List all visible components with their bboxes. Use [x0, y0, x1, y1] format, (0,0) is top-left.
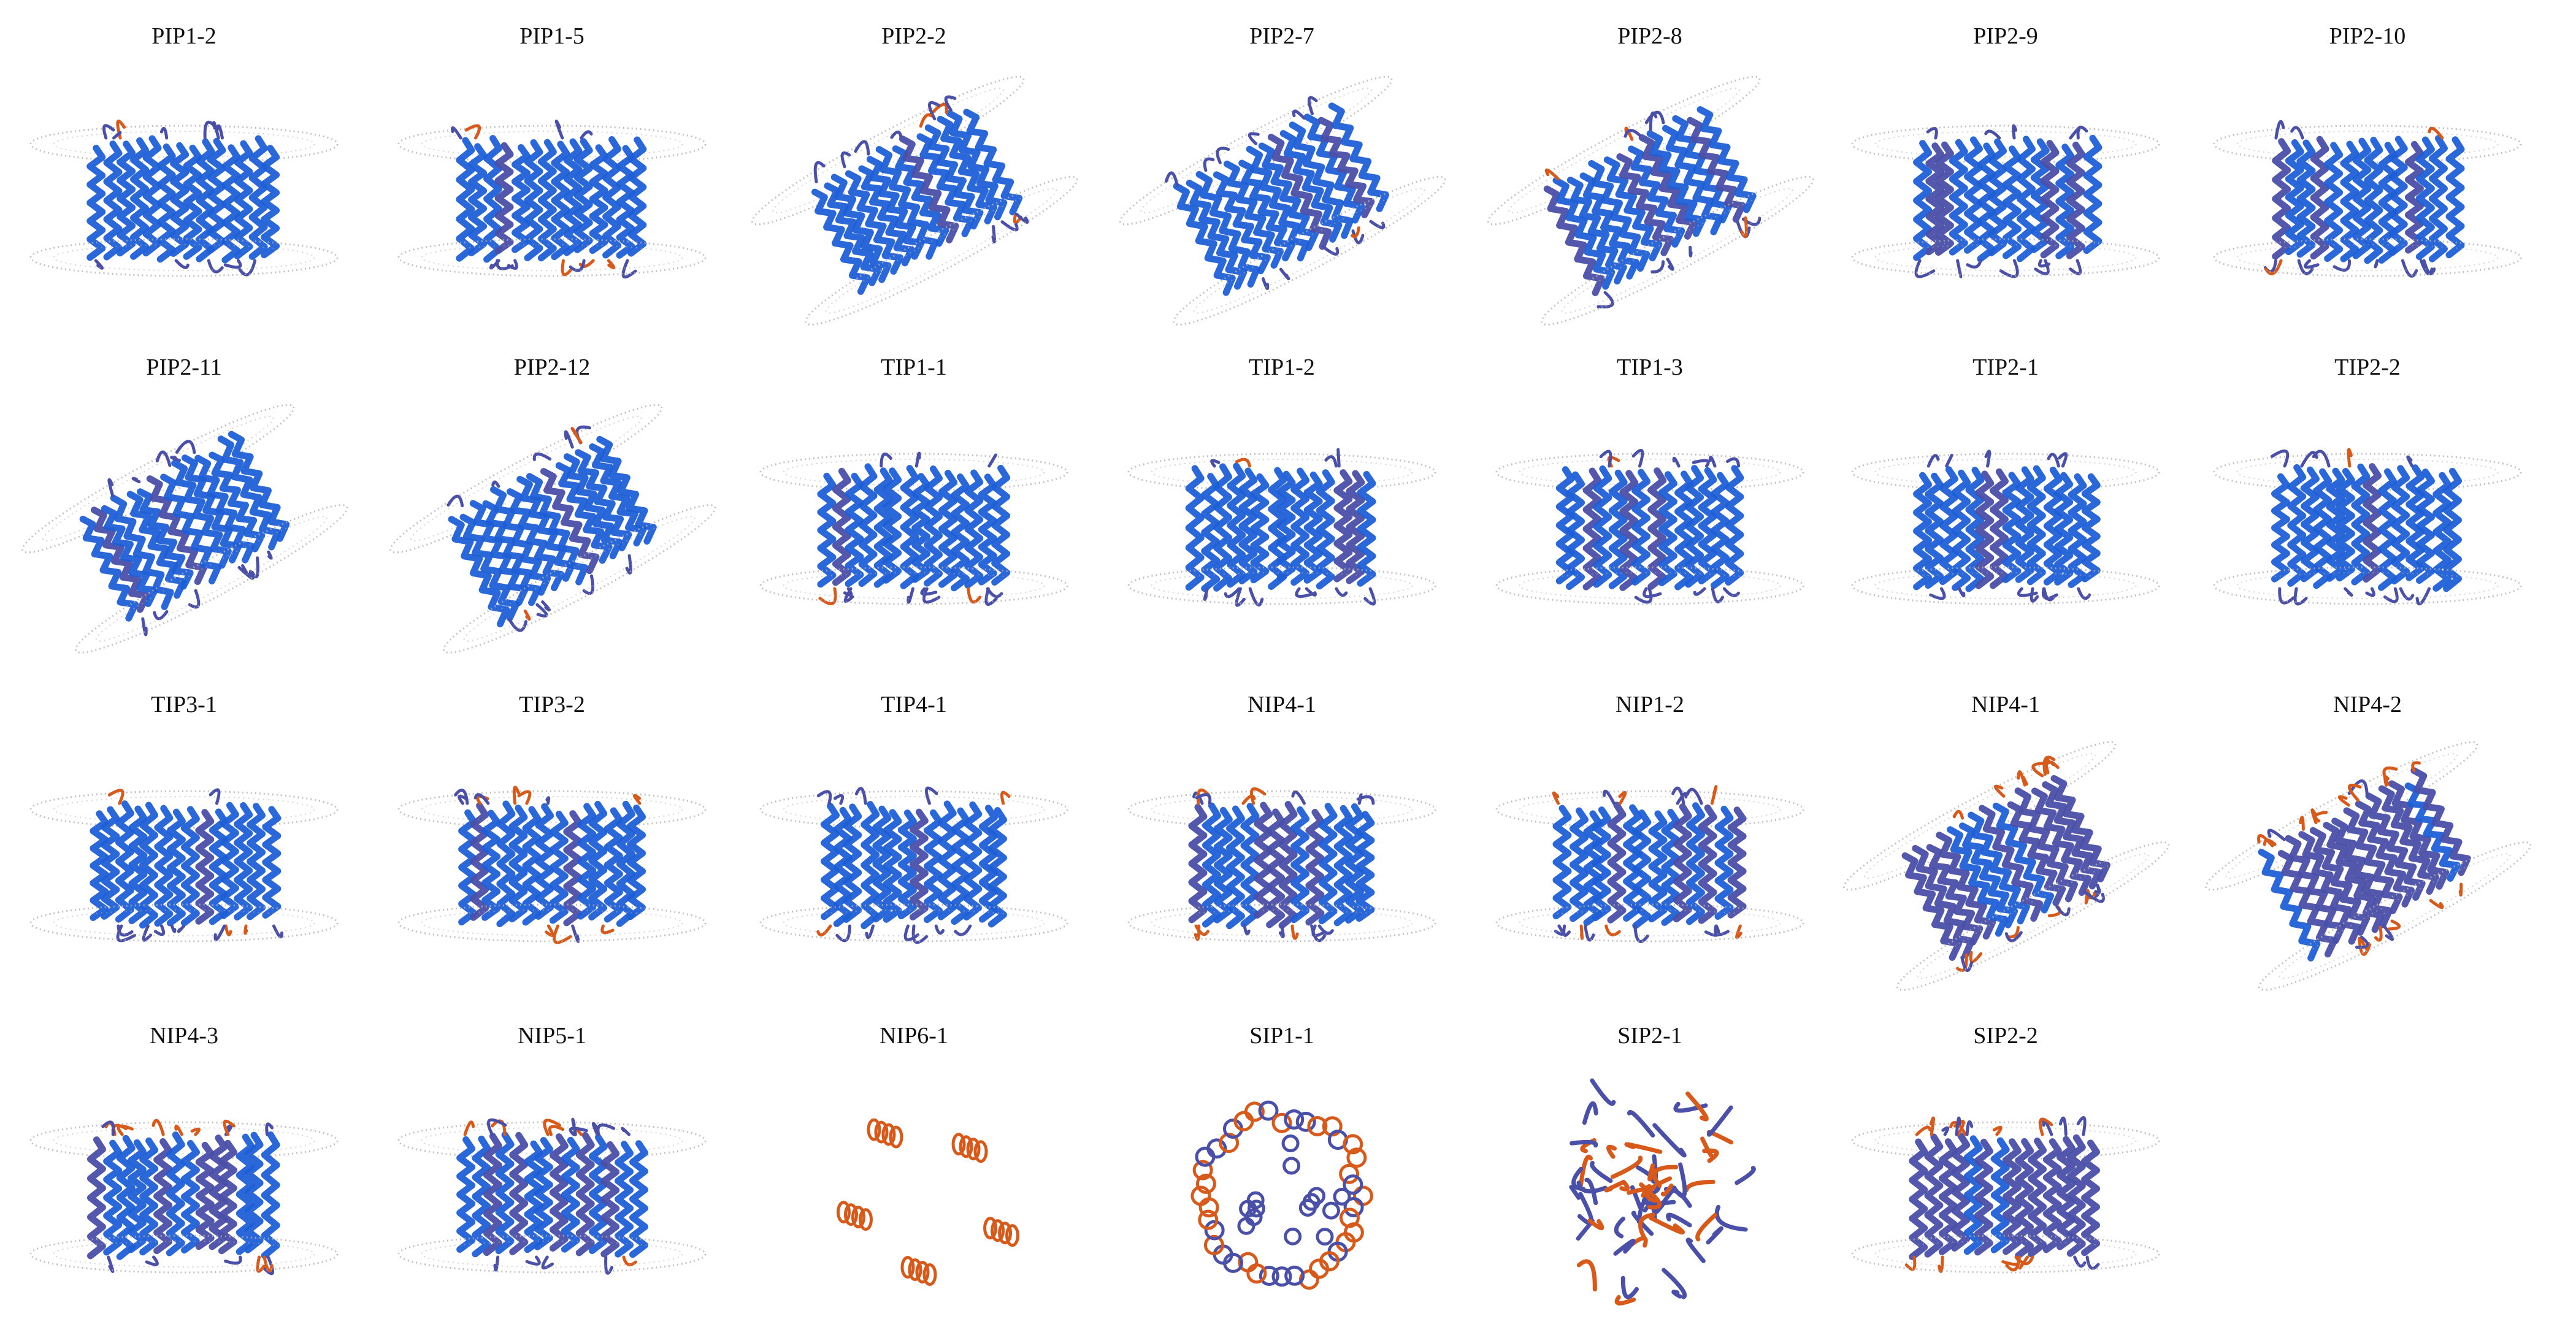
protein-structure-sip2-1-25	[1484, 1067, 1815, 1325]
protein-structure-pip2-11-7	[18, 399, 350, 656]
panel-label-pip2-12-8: PIP2-12	[513, 354, 591, 380]
protein-structure-tip2-1-12	[1840, 399, 2171, 656]
protein-structure-pip2-7-3	[1116, 71, 1447, 328]
protein-structure-nip4-1-17	[1116, 736, 1447, 993]
panel-label-tip1-3-11: TIP1-3	[1617, 354, 1683, 380]
panel-label-sip2-2-26: SIP2-2	[1973, 1023, 2038, 1049]
panel-label-sip2-1-25: SIP2-1	[1617, 1023, 1682, 1049]
panel-label-tip2-2-13: TIP2-2	[2334, 354, 2401, 380]
panel-label-nip1-2-18: NIP1-2	[1616, 692, 1684, 717]
panel-label-tip2-1-12: TIP2-1	[1972, 354, 2039, 380]
panel-label-tip3-2-15: TIP3-2	[519, 692, 585, 717]
panel-label-tip1-1-9: TIP1-1	[881, 354, 947, 380]
protein-structure-pip2-8-4	[1484, 71, 1815, 328]
panel-label-nip4-3-21: NIP4-3	[150, 1023, 218, 1049]
protein-structure-pip2-9-5	[1840, 71, 2171, 328]
panel-label-tip3-1-14: TIP3-1	[151, 692, 217, 717]
panel-label-tip1-2-10: TIP1-2	[1249, 354, 1315, 380]
protein-structure-pip2-2-2	[748, 71, 1079, 328]
protein-structure-sip2-2-26	[1840, 1067, 2171, 1325]
protein-structure-pip2-12-8	[386, 399, 718, 656]
protein-structure-nip1-2-18	[1484, 736, 1815, 993]
panel-label-pip1-5-1: PIP1-5	[519, 23, 585, 49]
protein-structure-tip4-1-16	[748, 736, 1079, 993]
panel-label-nip5-1-22: NIP5-1	[518, 1023, 586, 1049]
protein-structure-tip1-3-11	[1484, 399, 1815, 656]
protein-structure-tip1-2-10	[1116, 399, 1447, 656]
protein-structure-nip4-2-20	[2202, 736, 2533, 993]
protein-structure-nip6-1-23	[748, 1067, 1079, 1325]
protein-structure-pip2-10-6	[2202, 71, 2533, 328]
panel-label-pip2-2-2: PIP2-2	[881, 23, 946, 49]
panel-label-nip4-1-17: NIP4-1	[1248, 692, 1316, 717]
panel-label-pip2-7-3: PIP2-7	[1249, 23, 1314, 49]
panel-label-tip4-1-16: TIP4-1	[881, 692, 947, 717]
panel-label-nip4-2-20: NIP4-2	[2333, 692, 2402, 717]
protein-structure-nip4-1-19	[1840, 736, 2171, 993]
protein-structure-nip4-3-21	[18, 1067, 350, 1325]
protein-structure-sip1-1-24	[1116, 1067, 1447, 1325]
panel-label-sip1-1-24: SIP1-1	[1249, 1023, 1314, 1049]
panel-label-pip1-2-0: PIP1-2	[151, 23, 217, 49]
protein-structure-tip2-2-13	[2202, 399, 2533, 656]
protein-structure-tip1-1-9	[748, 399, 1079, 656]
panel-label-pip2-8-4: PIP2-8	[1617, 23, 1682, 49]
protein-structure-pip1-2-0	[18, 71, 350, 328]
protein-structure-tip3-1-14	[18, 736, 350, 993]
panel-label-pip2-10-6: PIP2-10	[2329, 23, 2406, 49]
protein-structure-nip5-1-22	[386, 1067, 718, 1325]
panel-label-nip6-1-23: NIP6-1	[880, 1023, 948, 1049]
panel-label-pip2-9-5: PIP2-9	[1973, 23, 2038, 49]
panel-label-nip4-1-19: NIP4-1	[1971, 692, 2040, 717]
protein-structure-pip1-5-1	[386, 71, 718, 328]
protein-structure-tip3-2-15	[386, 736, 718, 993]
panel-label-pip2-11-7: PIP2-11	[146, 354, 222, 380]
